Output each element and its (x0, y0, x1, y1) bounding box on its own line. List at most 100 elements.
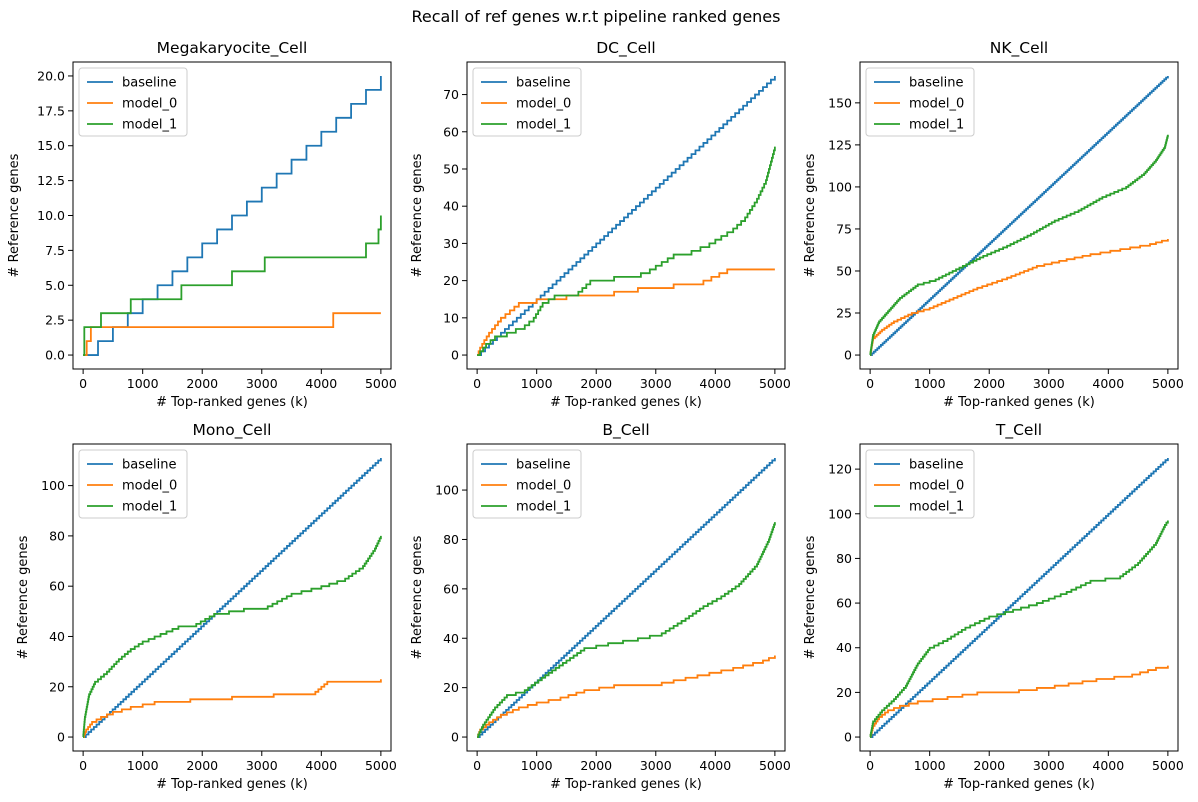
legend-label-model-0: model_0 (122, 97, 177, 112)
legend: baseline model_0 model_1 (78, 67, 188, 137)
y-tick-label: 50 (443, 161, 459, 176)
series-group (82, 457, 382, 738)
plot-frame (72, 443, 392, 752)
x-tick-label: 4000 (1092, 758, 1124, 773)
x-tick-label: 3000 (246, 758, 278, 773)
x-axis-label: # Top-ranked genes (k) (943, 777, 1095, 792)
subplot-title: Megakaryocite_Cell (157, 39, 308, 58)
x-tick-label: 4000 (1092, 376, 1124, 391)
y-tick-label: 20 (443, 273, 459, 288)
legend-label-baseline: baseline (516, 76, 570, 91)
x-tick-label: 0 (79, 376, 87, 391)
y-tick-label: 20 (49, 679, 65, 694)
y-tick-label: 10 (443, 310, 459, 325)
x-tick-label: 1000 (521, 376, 553, 391)
y-tick-label: 60 (836, 596, 852, 611)
y-tick-label: 100 (828, 179, 852, 194)
legend-label-baseline: baseline (516, 458, 570, 473)
y-axis-label: # Reference genes (7, 153, 22, 277)
y-tick-label: 2.5 (45, 313, 65, 328)
x-axis-label: # Top-ranked genes (k) (156, 395, 308, 410)
legend-box (472, 449, 582, 519)
legend-label-model-0: model_0 (909, 97, 964, 112)
y-tick-label: 15.0 (37, 138, 65, 153)
series-group (477, 75, 776, 356)
series-group (869, 457, 1169, 738)
x-tick-label: 0 (473, 376, 481, 391)
legend-label-baseline: baseline (122, 76, 176, 91)
series-line-baseline (477, 75, 776, 356)
series-line-model-1 (869, 134, 1169, 356)
y-tick-label: 20 (836, 685, 852, 700)
series-line-model-0 (477, 268, 775, 356)
x-tick-label: 2000 (186, 376, 218, 391)
subplot-title: T_Cell (995, 421, 1042, 440)
y-tick-label: 0 (844, 730, 852, 745)
series-line-model-0 (869, 239, 1169, 356)
x-tick-label: 5000 (1152, 758, 1184, 773)
series-line-model-1 (477, 522, 776, 738)
legend: baseline model_0 model_1 (865, 67, 975, 137)
legend-box (865, 449, 975, 519)
x-tick-label: 2000 (580, 376, 612, 391)
x-tick-label: 4000 (305, 376, 337, 391)
y-tick-label: 120 (828, 462, 852, 477)
subplot-title: NK_Cell (990, 39, 1048, 58)
x-tick-label: 0 (79, 758, 87, 773)
series-line-baseline (83, 457, 382, 738)
y-tick-label: 0 (844, 348, 852, 363)
legend: baseline model_0 model_1 (78, 449, 188, 519)
legend-box (78, 67, 188, 137)
x-tick-label: 4000 (699, 758, 731, 773)
y-axis-label: # Reference genes (803, 153, 818, 277)
x-tick-label: 1000 (521, 758, 553, 773)
x-tick-label: 0 (473, 758, 481, 773)
x-axis-label: # Top-ranked genes (k) (156, 777, 308, 792)
subplot-nk-cell: NK_Cell 0 1000 2000 3000 4000 5000 0 25 50 75 100 12… (803, 39, 1184, 410)
legend-label-model-1: model_1 (909, 118, 964, 133)
figure-suptitle: Recall of ref genes w.r.t pipeline ranke… (412, 7, 781, 26)
x-tick-label: 4000 (305, 758, 337, 773)
x-tick-label: 5000 (365, 376, 397, 391)
series-group (869, 75, 1169, 356)
y-tick-label: 5.0 (45, 278, 65, 293)
subplot-megakaryocite-cell: Megakaryocite_Cell 0 1000 2000 3000 4000 5000 0… (7, 39, 397, 410)
x-tick-label: 2000 (973, 376, 1005, 391)
subplot-t-cell: T_Cell 0 1000 2000 3000 4000 5000 0 20 40 60 80 100 1… (803, 421, 1184, 792)
legend-label-model-0: model_0 (516, 97, 571, 112)
y-tick-label: 40 (836, 640, 852, 655)
subplot-dc-cell: DC_Cell 0 1000 2000 3000 4000 5000 0 10 20 30 40 50 6… (410, 39, 791, 410)
plot-frame (859, 61, 1179, 370)
legend-label-model-1: model_1 (516, 118, 571, 133)
y-tick-label: 30 (443, 236, 459, 251)
legend-label-model-1: model_1 (122, 500, 177, 515)
subplot-b-cell: B_Cell 0 1000 2000 3000 4000 5000 0 20 40 60 80 100 #… (410, 421, 791, 792)
series-line-model-0 (83, 312, 381, 356)
series-line-model-0 (83, 679, 382, 738)
y-tick-label: 75 (836, 221, 852, 236)
x-tick-label: 3000 (640, 758, 672, 773)
subplot-mono-cell: Mono_Cell 0 1000 2000 3000 4000 5000 0 20 40 60 80 1… (16, 421, 397, 792)
legend-label-model-1: model_1 (516, 500, 571, 515)
y-tick-label: 25 (836, 306, 852, 321)
y-tick-label: 40 (49, 629, 65, 644)
y-axis-label: # Reference genes (410, 153, 425, 277)
series-line-model-1 (82, 535, 382, 738)
plot-frame (466, 61, 786, 370)
y-axis-label: # Reference genes (410, 535, 425, 659)
y-tick-label: 60 (443, 124, 459, 139)
y-tick-label: 20 (443, 680, 459, 695)
x-tick-label: 2000 (186, 758, 218, 773)
y-tick-label: 100 (435, 483, 459, 498)
x-tick-label: 5000 (365, 758, 397, 773)
x-tick-label: 5000 (1152, 376, 1184, 391)
plot-frame (72, 61, 392, 370)
series-line-model-1 (83, 215, 382, 356)
y-tick-label: 20.0 (37, 68, 65, 83)
y-tick-label: 80 (836, 551, 852, 566)
legend-box (78, 449, 188, 519)
y-tick-label: 0 (451, 730, 459, 745)
x-tick-label: 4000 (699, 376, 731, 391)
series-group (477, 457, 776, 738)
y-tick-label: 40 (443, 631, 459, 646)
